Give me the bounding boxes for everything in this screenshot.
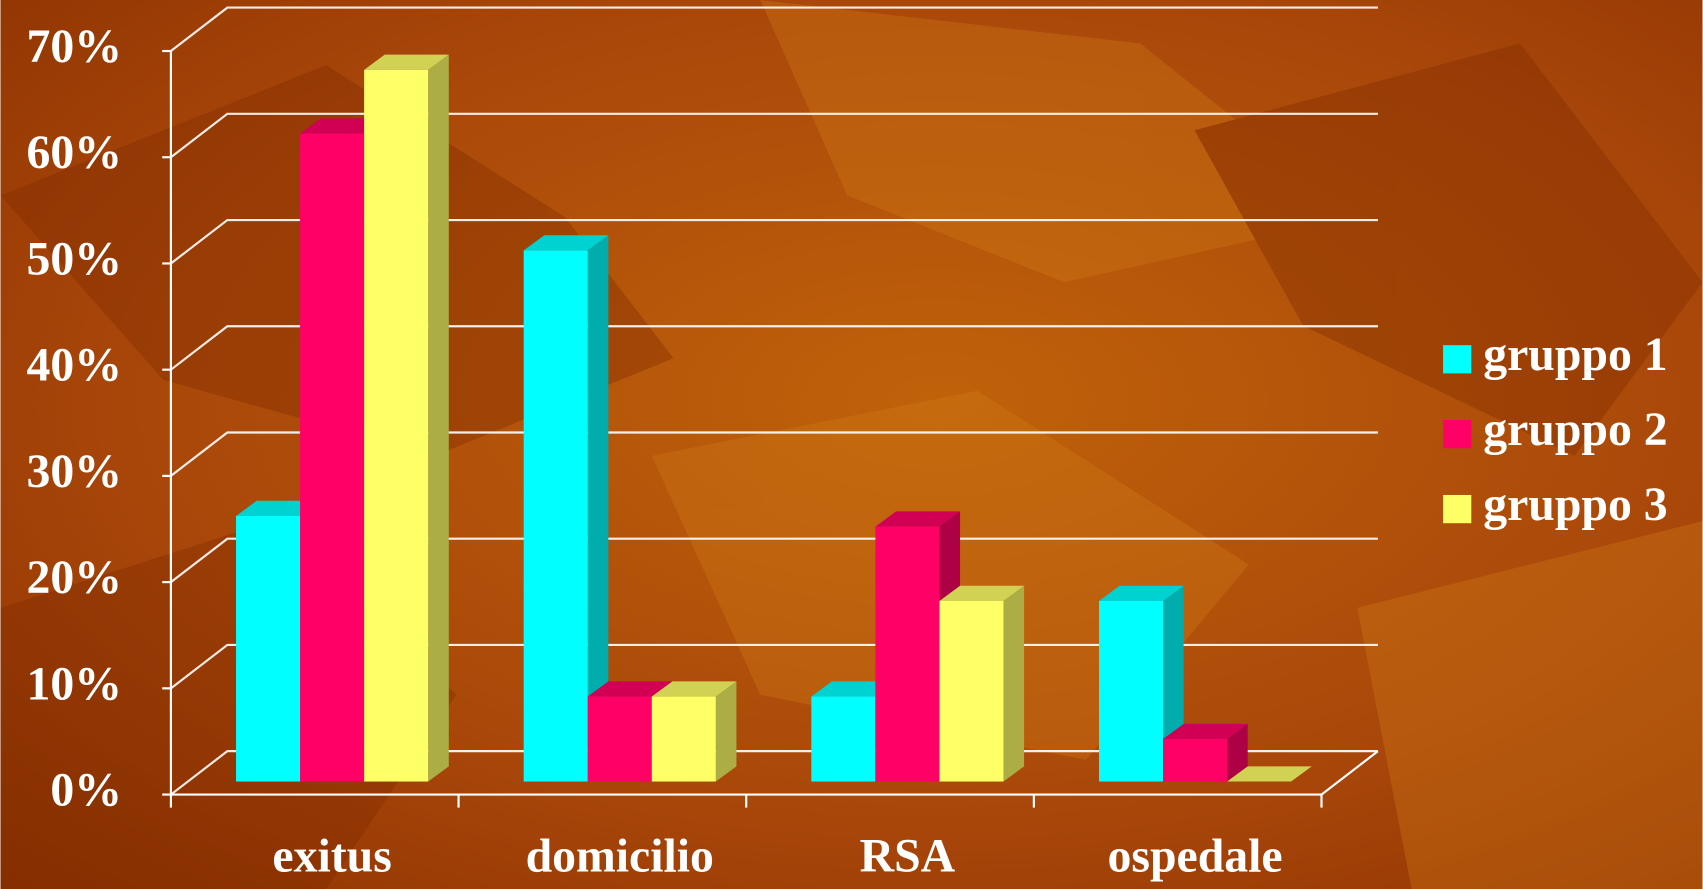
bar-top — [523, 235, 609, 251]
bar — [811, 696, 876, 782]
y-tick-label: 40% — [27, 339, 123, 392]
x-tick-label: ospedale — [1107, 830, 1282, 883]
bar — [875, 526, 940, 782]
x-tick-label: exitus — [272, 830, 391, 883]
plot: 0% 10% 20% 30% 40% 50% 60% 70% exitus domicilio RS… — [27, 6, 1668, 883]
x-tick-label: domicilio — [526, 830, 714, 883]
x-tick-label: RSA — [860, 830, 956, 883]
legend-label: gruppo 2 — [1483, 403, 1667, 456]
legend-swatch — [1443, 494, 1472, 524]
grid-line — [170, 112, 1378, 159]
bar-top — [236, 500, 321, 516]
bar — [1098, 600, 1164, 782]
bar — [523, 250, 588, 782]
bar-top — [875, 511, 961, 527]
bar-top — [1163, 723, 1248, 740]
bar-top — [651, 681, 737, 697]
bar-side — [1003, 585, 1025, 782]
grid-line — [170, 431, 1378, 477]
bar-top — [300, 118, 385, 134]
legend-swatch — [1443, 420, 1472, 449]
legend-label: gruppo 3 — [1483, 478, 1667, 531]
y-tick-label: 10% — [27, 657, 123, 710]
bar-top — [364, 54, 449, 70]
bar — [939, 600, 1004, 782]
y-tick-label: 70% — [27, 20, 123, 73]
bar-top — [811, 681, 897, 697]
y-tick-label: 50% — [27, 232, 123, 285]
y-tick-label: 30% — [27, 445, 123, 498]
y-tick-label: 60% — [27, 126, 123, 179]
bar-top — [587, 681, 673, 697]
grid-line — [170, 6, 1378, 52]
bar — [300, 133, 365, 782]
y-tick-label: 0% — [50, 764, 122, 817]
bar-side — [587, 235, 609, 782]
grid-line — [170, 218, 1378, 265]
bar-top — [1098, 585, 1184, 601]
bar-side — [715, 681, 737, 782]
bar — [651, 696, 716, 782]
bar — [364, 69, 429, 782]
bar-top — [1227, 766, 1312, 782]
bar-side — [428, 54, 449, 782]
bar-top — [939, 585, 1025, 601]
grid-line — [170, 325, 1378, 371]
bar-side — [1227, 723, 1248, 782]
legend-swatch — [1443, 345, 1472, 374]
y-tick-label: 20% — [27, 551, 123, 604]
bar — [587, 696, 652, 782]
grid-line — [170, 537, 1378, 583]
bar — [1163, 739, 1228, 782]
legend-label: gruppo 1 — [1483, 328, 1667, 381]
bar — [236, 515, 301, 782]
